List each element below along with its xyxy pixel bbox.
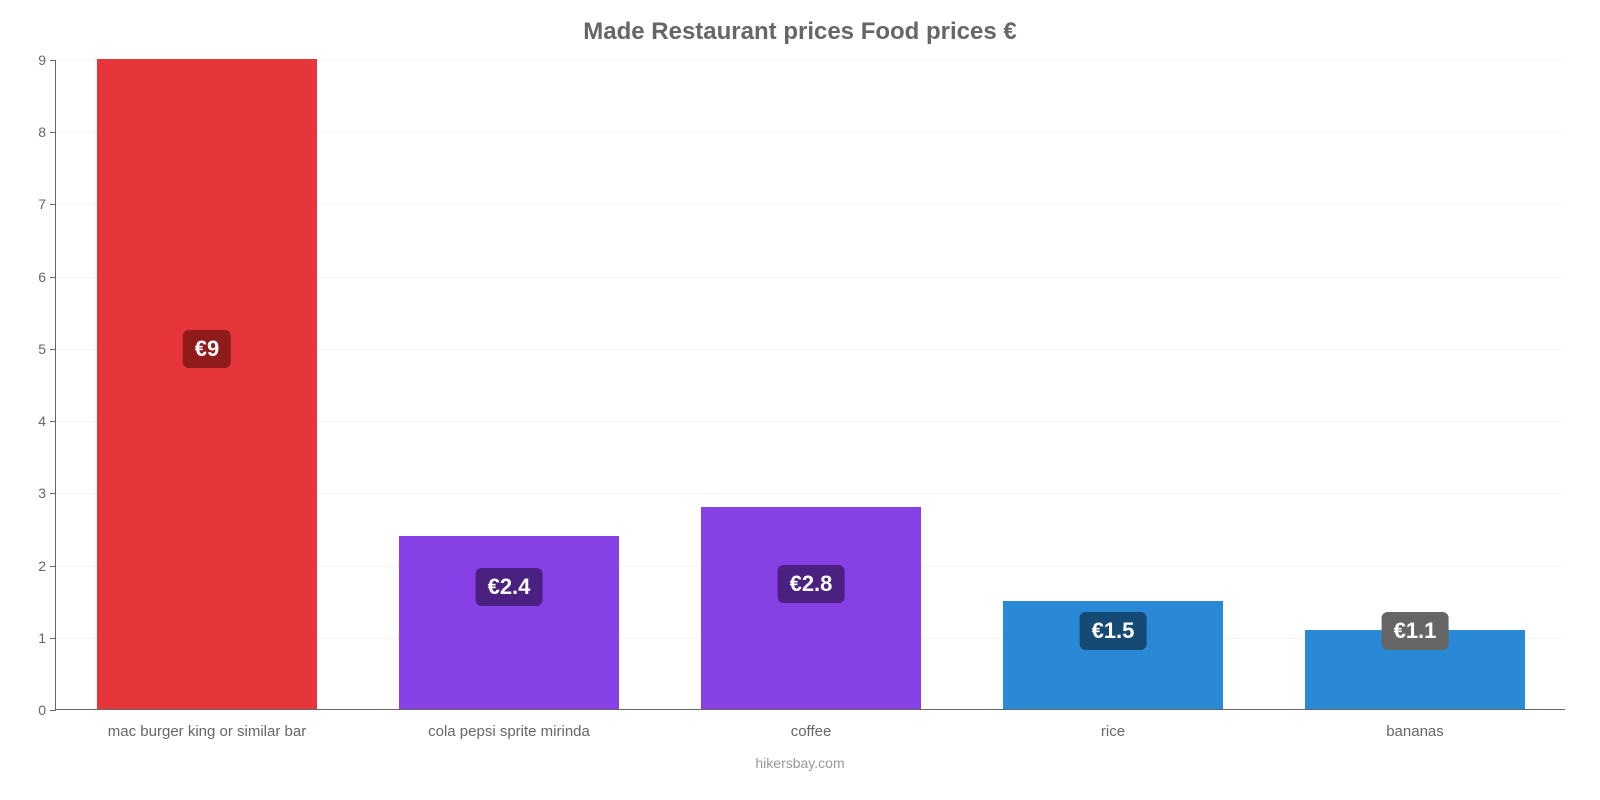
plot-area: 0123456789€9mac burger king or similar b… (55, 60, 1565, 710)
bar-value-label: €9 (183, 330, 231, 368)
ytick-label: 3 (38, 485, 56, 501)
bar (399, 536, 619, 709)
ytick-label: 4 (38, 413, 56, 429)
ytick-label: 6 (38, 269, 56, 285)
bar (701, 507, 921, 709)
category-label: bananas (1386, 709, 1444, 740)
chart-caption: hikersbay.com (755, 755, 844, 771)
category-label: rice (1101, 709, 1125, 740)
chart-title: Made Restaurant prices Food prices € (0, 0, 1600, 46)
bar (97, 59, 317, 709)
bar-value-label: €1.5 (1080, 612, 1147, 650)
ytick-label: 1 (38, 630, 56, 646)
ytick-label: 7 (38, 196, 56, 212)
ytick-label: 5 (38, 341, 56, 357)
category-label: mac burger king or similar bar (108, 709, 306, 740)
category-label: coffee (791, 709, 832, 740)
ytick-label: 8 (38, 124, 56, 140)
bar-value-label: €2.8 (778, 565, 845, 603)
ytick-label: 9 (38, 52, 56, 68)
price-bar-chart: Made Restaurant prices Food prices € 012… (0, 0, 1600, 800)
ytick-label: 0 (38, 702, 56, 718)
bar-value-label: €1.1 (1382, 612, 1449, 650)
bar-value-label: €2.4 (476, 568, 543, 606)
category-label: cola pepsi sprite mirinda (428, 709, 590, 740)
ytick-label: 2 (38, 558, 56, 574)
